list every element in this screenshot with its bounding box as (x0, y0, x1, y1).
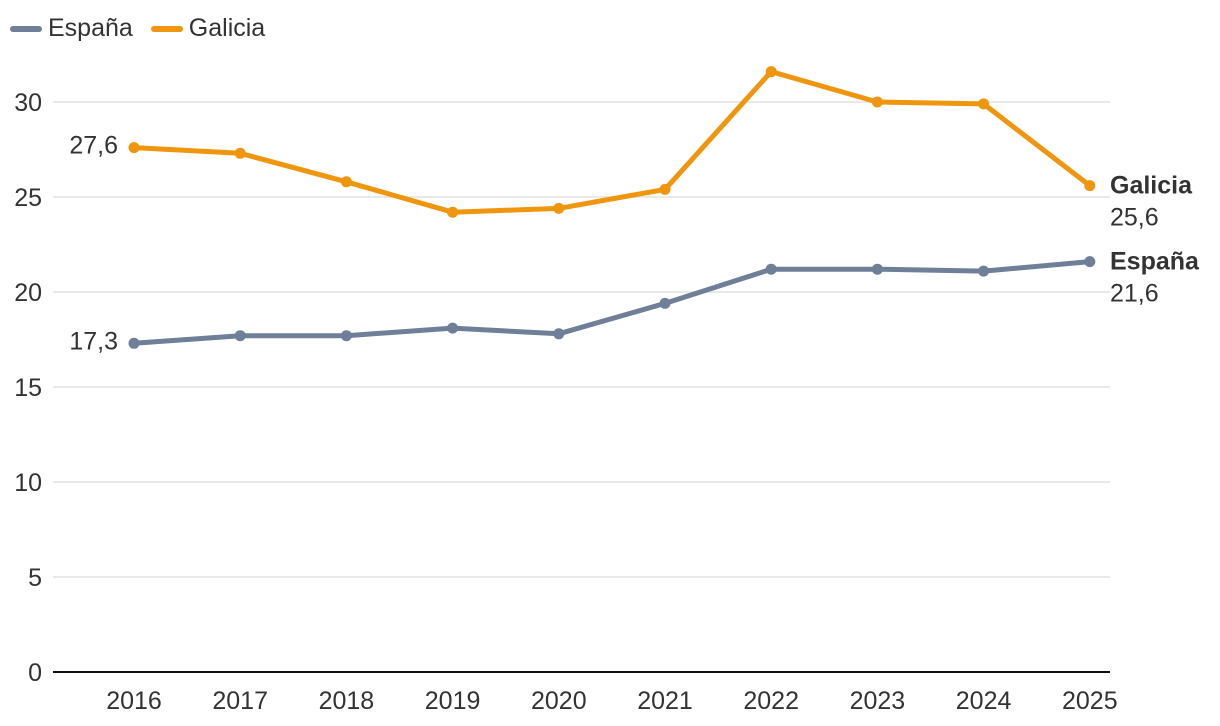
y-tick-label-0: 0 (28, 659, 42, 687)
y-tick-label-5: 5 (28, 564, 42, 592)
data-point-espana-2022[interactable] (765, 263, 777, 275)
legend-item-galicia[interactable]: Galicia (150, 14, 266, 43)
y-tick-label-25: 25 (14, 184, 42, 212)
data-point-galicia-2025[interactable] (1084, 180, 1096, 192)
data-point-espana-2018[interactable] (340, 330, 352, 342)
end-name-espana: España (1110, 248, 1200, 276)
x-tick-label-2018: 2018 (319, 687, 375, 715)
end-name-galicia: Galicia (1110, 172, 1193, 200)
series (128, 66, 1096, 349)
end-value-espana: 21,6 (1110, 280, 1159, 308)
y-tick-label-20: 20 (14, 279, 42, 307)
legend: España Galicia (10, 14, 265, 43)
data-point-espana-2023[interactable] (871, 263, 883, 275)
data-point-galicia-2018[interactable] (340, 176, 352, 188)
data-point-galicia-2022[interactable] (765, 66, 777, 78)
data-point-espana-2016[interactable] (128, 337, 140, 349)
data-point-espana-2021[interactable] (659, 297, 671, 309)
x-tick-label-2025: 2025 (1062, 687, 1118, 715)
series-line-espana (131, 259, 1093, 346)
data-point-espana-2025[interactable] (1084, 256, 1096, 268)
data-point-espana-2017[interactable] (234, 330, 246, 342)
data-point-espana-2024[interactable] (978, 265, 990, 277)
x-tick-label-2019: 2019 (425, 687, 481, 715)
legend-swatch-galicia (150, 25, 183, 32)
data-point-espana-2020[interactable] (553, 328, 565, 340)
x-tick-label-2024: 2024 (956, 687, 1012, 715)
start-label-espana: 17,3 (69, 327, 118, 355)
data-point-galicia-2016[interactable] (128, 142, 140, 154)
data-point-galicia-2019[interactable] (447, 206, 459, 218)
end-value-galicia: 25,6 (1110, 204, 1159, 232)
legend-swatch-espana (10, 25, 42, 32)
data-point-galicia-2021[interactable] (659, 183, 671, 195)
y-tick-label-15: 15 (14, 374, 42, 402)
legend-label-espana: España (48, 14, 133, 42)
data-point-galicia-2017[interactable] (234, 147, 246, 159)
y-tick-label-10: 10 (14, 469, 42, 497)
legend-label-galicia: Galicia (188, 14, 266, 42)
x-tick-label-2017: 2017 (212, 687, 268, 715)
data-point-galicia-2020[interactable] (553, 202, 565, 214)
x-tick-label-2022: 2022 (743, 687, 799, 715)
start-label-galicia: 27,6 (69, 132, 118, 160)
data-labels: 17,3 España 21,6 27,6 Galicia 25,6 (69, 132, 1200, 356)
legend-item-espana[interactable]: España (10, 14, 133, 43)
series-line-galicia (131, 69, 1093, 215)
data-point-galicia-2023[interactable] (871, 96, 883, 108)
x-tick-label-2020: 2020 (531, 687, 587, 715)
data-point-espana-2019[interactable] (447, 322, 459, 334)
x-tick-label-2023: 2023 (850, 687, 906, 715)
y-tick-label-30: 30 (14, 89, 42, 117)
x-tick-label-2016: 2016 (106, 687, 162, 715)
x-tick-label-2021: 2021 (637, 687, 693, 715)
data-point-galicia-2024[interactable] (978, 98, 990, 110)
